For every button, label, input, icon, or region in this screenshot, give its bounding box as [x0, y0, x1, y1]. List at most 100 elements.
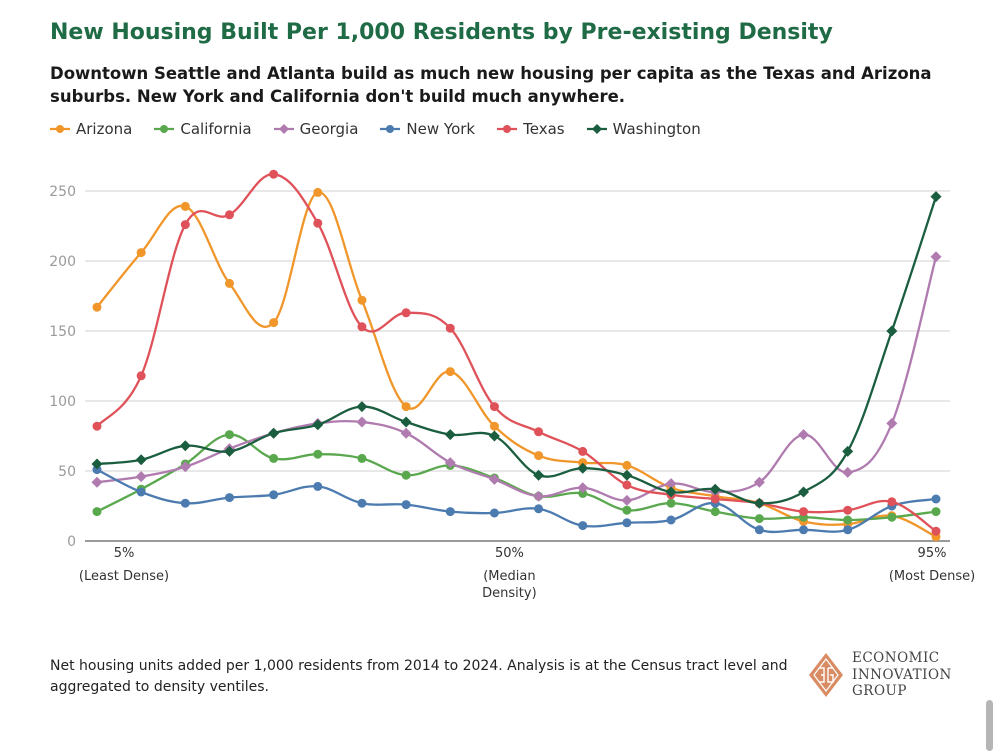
legend-marker-icon [380, 125, 401, 133]
data-point-texas [534, 427, 544, 437]
data-point-new-york [92, 465, 102, 475]
legend-item-washington[interactable]: Washington [586, 120, 701, 138]
data-point-texas [710, 494, 720, 504]
data-point-texas [578, 446, 588, 456]
data-point-texas [622, 480, 632, 490]
series-line-texas [96, 173, 937, 533]
data-point-texas [224, 210, 234, 220]
y-tick-label: 100 [49, 394, 76, 410]
data-point-georgia [577, 482, 589, 494]
data-point-georgia [665, 478, 677, 490]
x-tick-label: 5% [114, 546, 135, 561]
data-point-arizona [136, 248, 146, 258]
data-point-georgia [621, 494, 633, 506]
data-point-new-york [799, 525, 809, 535]
legend-item-arizona[interactable]: Arizona [50, 120, 132, 138]
series-line-georgia [96, 256, 938, 502]
data-point-washington [488, 430, 500, 442]
data-point-washington [533, 469, 545, 481]
data-point-new-york [754, 525, 764, 535]
data-point-arizona [180, 201, 190, 211]
data-point-arizona [622, 460, 632, 470]
x-tick-sublabel: (Median [483, 569, 535, 584]
data-point-new-york [357, 498, 367, 508]
data-point-georgia [91, 476, 103, 488]
legend-label: Washington [612, 120, 701, 138]
logo-text-line: INNOVATION [852, 666, 952, 683]
x-tick-sublabel: Density) [482, 586, 537, 601]
y-tick-label: 250 [49, 184, 76, 200]
data-point-washington [886, 325, 898, 337]
legend: Arizona California Georgia New York Texas Was… [50, 120, 701, 138]
data-point-new-york [489, 508, 499, 518]
data-point-new-york [534, 504, 544, 514]
data-point-texas [887, 497, 897, 507]
data-point-california [887, 512, 897, 522]
data-point-texas [92, 421, 102, 431]
data-point-georgia [488, 473, 500, 485]
data-point-texas [180, 220, 190, 230]
data-point-arizona [401, 402, 411, 412]
data-point-arizona [578, 458, 588, 468]
data-point-georgia [842, 466, 854, 478]
data-point-new-york [136, 487, 146, 497]
y-tick-label: 150 [49, 324, 76, 340]
data-point-arizona [534, 451, 544, 461]
data-point-new-york [445, 507, 455, 517]
data-point-new-york [578, 521, 588, 531]
legend-item-georgia[interactable]: Georgia [273, 120, 358, 138]
legend-marker-icon [497, 125, 518, 133]
data-point-arizona [313, 187, 323, 197]
data-point-new-york [313, 481, 323, 491]
legend-item-new-york[interactable]: New York [380, 120, 475, 138]
data-point-washington [268, 427, 280, 439]
data-point-texas [931, 526, 941, 536]
data-point-arizona [445, 367, 455, 377]
data-point-washington [135, 454, 147, 466]
data-point-california [401, 470, 411, 480]
data-point-new-york [269, 490, 279, 500]
data-point-arizona [357, 295, 367, 305]
logo-text-line: ECONOMIC [852, 650, 940, 666]
data-point-arizona [489, 421, 499, 431]
data-point-washington [665, 486, 677, 498]
data-point-washington [91, 458, 103, 470]
legend-item-california[interactable]: California [154, 120, 252, 138]
data-point-california [578, 488, 588, 498]
data-point-washington [223, 445, 235, 457]
data-point-new-york [401, 500, 411, 510]
data-point-california [269, 453, 279, 463]
legend-label: New York [406, 120, 476, 138]
legend-marker-icon [50, 125, 70, 133]
data-point-california [92, 507, 102, 517]
legend-marker-icon [586, 124, 607, 134]
scrollbar[interactable] [986, 700, 993, 751]
data-point-georgia [930, 251, 942, 263]
data-point-arizona [224, 278, 234, 288]
data-point-texas [313, 218, 323, 228]
data-point-washington [444, 429, 456, 441]
data-point-washington [400, 416, 412, 428]
x-tick-sublabel: (Least Dense) [79, 569, 169, 584]
data-point-california [931, 507, 941, 517]
data-point-georgia [886, 417, 898, 429]
data-point-washington [930, 191, 942, 203]
chart-title: New Housing Built Per 1,000 Residents by… [50, 20, 833, 45]
data-point-washington [798, 486, 810, 498]
logo: ECONOMIC INNOVATION GROUP [808, 650, 952, 700]
series-line-california [96, 433, 937, 522]
data-point-new-york [843, 525, 853, 535]
data-point-washington [356, 401, 368, 413]
legend-label: Arizona [76, 120, 133, 138]
data-point-new-york [666, 515, 676, 525]
chart-subtitle: Downtown Seattle and Atlanta build as mu… [50, 64, 932, 106]
data-point-california [754, 514, 764, 524]
y-tick-label: 50 [58, 464, 76, 480]
legend-item-texas[interactable]: Texas [497, 120, 565, 138]
data-point-arizona [269, 318, 279, 328]
data-point-california [622, 505, 632, 515]
data-point-washington [842, 445, 854, 457]
y-tick-label: 0 [67, 534, 76, 550]
data-point-texas [445, 323, 455, 333]
y-tick-label: 200 [49, 254, 76, 270]
